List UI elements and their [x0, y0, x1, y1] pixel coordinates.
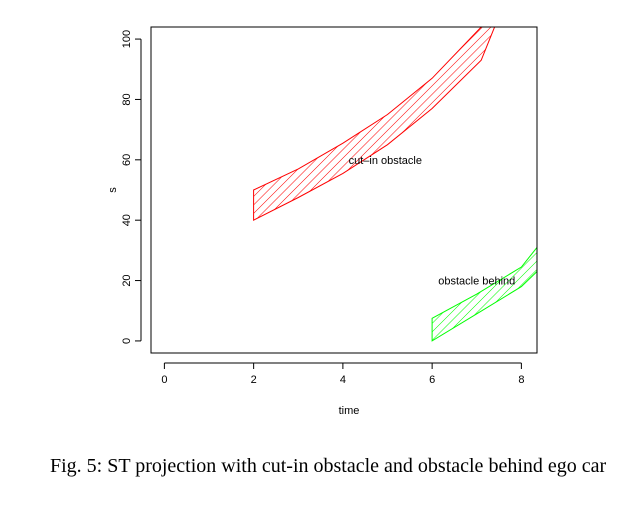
- y-tick-label: 20: [121, 274, 133, 286]
- plot-frame: [150, 26, 538, 354]
- y-tick-label: 0: [121, 338, 133, 344]
- annotation-layer: cut–in obstacle obstacle behind: [349, 155, 516, 288]
- y-tick-label: 40: [121, 214, 133, 226]
- x-tick-label: 6: [429, 374, 435, 386]
- y-tick-label: 60: [121, 154, 133, 166]
- x-tick-label: 4: [340, 374, 346, 386]
- x-axis-label: time: [339, 405, 360, 417]
- annotation-0: cut–in obstacle: [349, 155, 422, 167]
- st-chart: 0 2 4 6 8 0 20 40 60 80 100 cut–in obstacle obstac…: [107, 26, 538, 417]
- series-band-1: [431, 246, 537, 342]
- y-axis-label: s: [107, 187, 119, 193]
- y-axis: 0 20 40 60 80 100: [121, 30, 142, 344]
- series-band-0: [253, 27, 496, 222]
- x-tick-label: 8: [518, 374, 524, 386]
- series-layer: [253, 27, 537, 342]
- figure-caption: Fig. 5: ST projection with cut-in obstac…: [50, 455, 607, 477]
- annotation-1: obstacle behind: [438, 276, 515, 288]
- y-tick-label: 80: [121, 93, 133, 105]
- x-tick-label: 2: [251, 374, 257, 386]
- x-tick-label: 0: [161, 374, 167, 386]
- y-tick-label: 100: [121, 30, 133, 48]
- x-axis: 0 2 4 6 8: [161, 362, 524, 386]
